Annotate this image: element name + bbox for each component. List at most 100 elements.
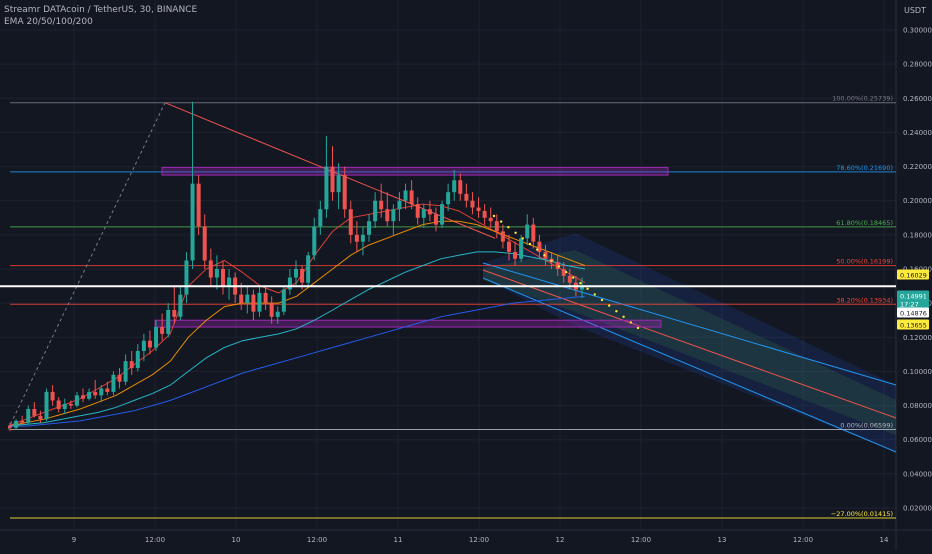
candle-body [263, 292, 268, 304]
candle-body [464, 193, 469, 201]
candle-body [561, 269, 566, 276]
y-tick-label: 0.18000 [903, 231, 932, 239]
y-tick-label: 0.02000 [903, 505, 932, 513]
projection-dot [636, 326, 640, 330]
fib-level-label: 100.00%(0.25739) [832, 95, 893, 103]
x-tick-label: 9 [72, 536, 76, 544]
candle-body [409, 190, 414, 205]
candle-body [202, 226, 207, 261]
candle-body [220, 269, 225, 287]
y-tick-label: 0.06000 [903, 436, 932, 444]
channel-upper-line [482, 262, 897, 386]
price-label: 0.13655 [900, 322, 927, 330]
projection-dot [593, 293, 596, 296]
candle-body [147, 340, 152, 348]
projection-dot [543, 254, 546, 257]
candle-body [312, 226, 317, 256]
candle-body [269, 303, 274, 317]
projection-dot [572, 276, 575, 279]
projection-dot [550, 259, 553, 262]
price-label-bg [897, 269, 929, 280]
candle-body [257, 292, 262, 312]
price-label: 0.14991 [900, 293, 927, 301]
candle-body [397, 200, 402, 210]
candle-body [135, 350, 140, 369]
candle-body [354, 234, 359, 242]
projection-dot [507, 226, 510, 229]
candle-body [62, 403, 67, 409]
x-tick-label: 12 [556, 536, 565, 544]
candle-body [391, 209, 396, 222]
candle-body [227, 277, 232, 287]
price-label-bg [897, 307, 929, 318]
candle-body [300, 269, 305, 283]
projection-dot [608, 304, 611, 307]
candle-body [324, 166, 329, 210]
y-tick-label: 0.26000 [903, 95, 932, 103]
candle-body [433, 214, 438, 225]
candle-body [452, 180, 457, 193]
y-tick-label: 0.12000 [903, 334, 932, 342]
candle-body [458, 180, 463, 194]
candle-body [214, 269, 219, 278]
candle-body [38, 415, 43, 420]
ema-line-ema100 [7, 251, 586, 427]
candle-body [154, 327, 159, 348]
candle-body [68, 403, 73, 406]
candle-body [306, 255, 311, 283]
channel-mid-line [482, 269, 897, 419]
projection-dot [500, 220, 503, 223]
candle-body [348, 209, 353, 235]
channel-lower-line [482, 277, 897, 453]
candle-body [330, 166, 335, 193]
candle-body [178, 294, 183, 317]
candle-body [20, 420, 25, 423]
candle-body [537, 241, 542, 252]
candle-body [99, 388, 104, 396]
x-tick-label: 12:00 [631, 536, 651, 544]
y-tick-label: 0.30000 [903, 27, 932, 35]
fib-level-label: 38.20%(0.13934) [836, 296, 893, 304]
candle-body [172, 309, 177, 317]
projection-dot [528, 242, 532, 246]
candle-body [415, 204, 420, 218]
candle-body [531, 224, 536, 242]
candle-body [580, 286, 584, 290]
candle-body [56, 400, 61, 409]
x-tick-label: 14 [880, 536, 889, 544]
candle-body [166, 309, 171, 334]
projection-dot [579, 282, 582, 285]
fib-level-label: 0.00%(0.06599) [840, 421, 893, 429]
projection-dot [600, 298, 604, 302]
price-label: 0.14876 [900, 310, 927, 318]
x-tick-label: 11 [394, 536, 403, 544]
candle-body [555, 262, 560, 269]
candles [8, 101, 584, 432]
candle-body [506, 241, 511, 252]
chart-header: Streamr DATAcoin / TetherUS, 30, BINANCE… [4, 4, 197, 28]
symbol-title: Streamr DATAcoin / TetherUS, 30, BINANCE [4, 5, 198, 15]
price-label: 17:27 [900, 301, 919, 309]
y-tick-label: 0.20000 [903, 197, 932, 205]
candle-body [129, 361, 134, 369]
candle-body [44, 391, 49, 420]
price-label-bg [897, 319, 929, 330]
y-tick-label: 0.10000 [903, 368, 932, 376]
candle-body [74, 395, 79, 406]
candle-body [32, 408, 37, 416]
candle-body [513, 251, 518, 259]
price-label-bg [897, 290, 929, 301]
candle-body [141, 340, 146, 351]
candle-body [525, 224, 530, 239]
candle-body [287, 277, 292, 290]
y-tick-label: 0.22000 [903, 163, 932, 171]
projection-dot [492, 214, 496, 218]
candle-body [336, 175, 341, 193]
candle-body [14, 420, 19, 428]
candle-body [318, 209, 323, 227]
candle-body [294, 269, 298, 278]
candle-body [281, 289, 286, 312]
